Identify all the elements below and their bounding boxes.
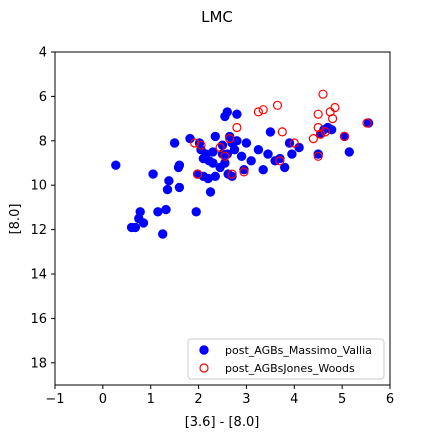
data-point-massimo-vallia xyxy=(111,160,121,170)
data-point-jones-woods xyxy=(272,100,283,110)
data-point-massimo-vallia xyxy=(210,171,221,182)
x-tick-label: 0 xyxy=(99,392,107,407)
y-tick-label: 10 xyxy=(30,179,47,194)
data-point-massimo-vallia xyxy=(130,222,141,233)
data-point-massimo-vallia xyxy=(205,187,216,197)
data-point-jones-woods xyxy=(232,122,242,133)
x-axis-ticks: −1 0 1 2 3 4 5 6 xyxy=(45,385,394,407)
data-point-jones-woods xyxy=(330,102,340,113)
data-point-massimo-vallia xyxy=(275,153,285,164)
data-point-jones-woods xyxy=(277,127,287,137)
x-tick-label: 6 xyxy=(386,392,394,407)
data-point-massimo-vallia xyxy=(284,138,295,148)
data-point-jones-woods xyxy=(339,131,350,141)
data-point-massimo-vallia xyxy=(174,182,185,193)
legend-label-series-2: post_AGBsJones_Woods xyxy=(225,362,355,375)
chart-title: LMC xyxy=(201,8,233,26)
data-point-massimo-vallia xyxy=(153,207,163,217)
data-point-massimo-vallia xyxy=(253,145,264,155)
data-point-jones-woods xyxy=(316,129,326,139)
data-point-massimo-vallia xyxy=(162,184,173,195)
y-tick-label: 18 xyxy=(30,356,47,371)
data-point-jones-woods xyxy=(313,122,323,133)
x-tick-label: 1 xyxy=(147,392,155,407)
data-point-massimo-vallia xyxy=(280,162,290,173)
x-tick-label: 5 xyxy=(338,392,346,407)
data-point-massimo-vallia xyxy=(158,229,168,239)
y-tick-label: 14 xyxy=(30,268,47,283)
data-point-jones-woods xyxy=(253,107,263,117)
legend: post_AGBs_Massimo_Vallia post_AGBsJones_… xyxy=(187,338,385,380)
data-point-massimo-vallia xyxy=(258,165,268,175)
x-tick-label: 4 xyxy=(290,392,298,407)
data-point-jones-woods xyxy=(227,169,237,179)
y-tick-label: 6 xyxy=(39,90,47,105)
data-point-massimo-vallia xyxy=(294,142,304,153)
data-point-massimo-vallia xyxy=(241,138,252,148)
data-point-massimo-vallia xyxy=(232,109,242,119)
data-point-jones-woods xyxy=(328,113,338,124)
data-point-massimo-vallia xyxy=(229,145,240,155)
y-tick-label: 8 xyxy=(39,134,47,149)
data-point-massimo-vallia xyxy=(208,147,218,157)
x-tick-label: 3 xyxy=(242,392,250,407)
data-point-massimo-vallia xyxy=(287,149,297,159)
data-point-jones-woods xyxy=(258,105,268,115)
data-point-massimo-vallia xyxy=(174,160,185,170)
data-point-massimo-vallia xyxy=(138,218,149,228)
data-point-massimo-vallia xyxy=(191,207,201,217)
y-tick-label: 4 xyxy=(39,46,47,61)
legend-marker-open-circle-icon xyxy=(199,363,209,373)
legend-box xyxy=(187,338,385,380)
data-point-massimo-vallia xyxy=(313,149,323,159)
data-point-jones-woods xyxy=(308,134,318,144)
data-point-massimo-vallia xyxy=(227,171,237,182)
legend-label-series-1: post_AGBs_Massimo_Vallia xyxy=(225,344,372,357)
data-point-massimo-vallia xyxy=(208,158,218,168)
data-point-jones-woods xyxy=(225,134,235,144)
data-point-jones-woods xyxy=(220,151,230,161)
plot-area-frame xyxy=(54,51,391,386)
data-point-massimo-vallia xyxy=(210,131,221,142)
data-point-massimo-vallia xyxy=(161,204,171,215)
points-layer xyxy=(111,89,374,239)
x-tick-label: −1 xyxy=(45,392,64,407)
x-axis-label: [3.6] - [8.0] xyxy=(185,415,260,430)
data-point-massimo-vallia xyxy=(263,149,273,159)
y-tick-label: 12 xyxy=(30,223,47,238)
data-point-jones-woods xyxy=(362,118,372,128)
data-point-jones-woods xyxy=(313,151,323,161)
data-point-massimo-vallia xyxy=(217,140,228,150)
data-point-massimo-vallia xyxy=(236,151,247,162)
data-point-jones-woods xyxy=(289,138,299,148)
data-point-massimo-vallia xyxy=(344,147,354,157)
data-point-massimo-vallia xyxy=(239,165,249,175)
data-point-massimo-vallia xyxy=(185,133,195,144)
y-axis-label: [8.0] xyxy=(8,204,23,235)
y-tick-label: 16 xyxy=(30,312,47,327)
data-point-massimo-vallia xyxy=(148,169,158,179)
data-point-massimo-vallia xyxy=(220,158,230,168)
data-point-massimo-vallia xyxy=(164,176,174,186)
data-point-jones-woods xyxy=(318,89,328,99)
data-point-jones-woods xyxy=(196,140,206,150)
data-point-jones-woods xyxy=(215,142,225,153)
legend-marker-filled-circle-icon xyxy=(199,345,209,355)
data-point-massimo-vallia xyxy=(246,156,256,166)
data-point-massimo-vallia xyxy=(135,207,145,217)
x-tick-label: 2 xyxy=(194,392,202,407)
data-point-jones-woods xyxy=(193,169,203,179)
y-axis-ticks: 4 6 8 10 12 14 16 18 xyxy=(30,46,55,371)
data-point-jones-woods xyxy=(239,167,249,177)
data-point-jones-woods xyxy=(190,138,200,148)
data-point-jones-woods xyxy=(320,127,330,137)
data-point-massimo-vallia xyxy=(265,127,276,137)
data-point-massimo-vallia xyxy=(169,138,180,148)
data-point-jones-woods xyxy=(275,156,285,166)
data-point-massimo-vallia xyxy=(222,107,233,117)
data-point-jones-woods xyxy=(313,109,323,119)
